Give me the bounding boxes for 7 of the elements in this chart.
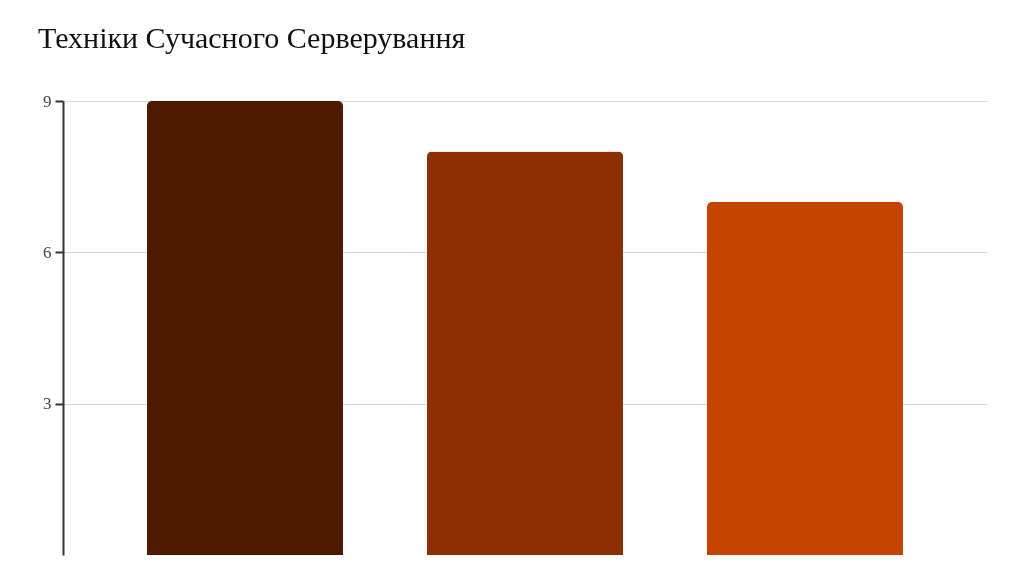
chart-title: Техніки Сучасного Серверування — [38, 21, 466, 54]
y-tick-label: 6 — [43, 242, 52, 262]
bar — [427, 151, 623, 555]
y-tick-label: 9 — [43, 91, 52, 111]
bar — [147, 101, 343, 555]
y-tick-label: 3 — [43, 394, 52, 414]
bar — [707, 201, 903, 555]
